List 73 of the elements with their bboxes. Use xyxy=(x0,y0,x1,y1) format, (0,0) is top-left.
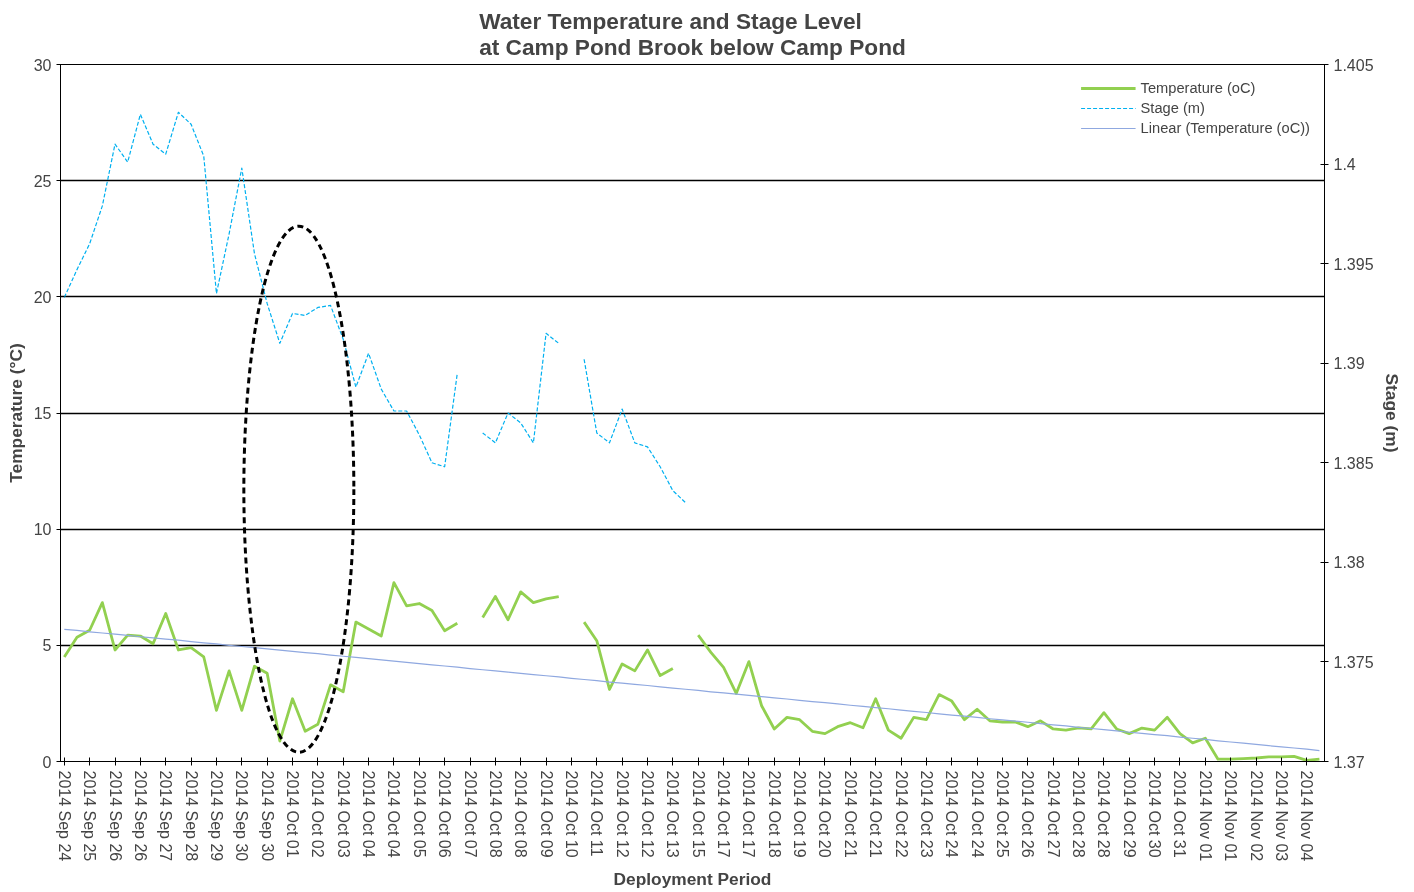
x-tick-label: 2014 Oct 06 xyxy=(436,770,454,858)
x-tick-label: 2014 Nov 01 xyxy=(1196,770,1214,862)
y-tick-label: 10 xyxy=(33,521,52,539)
y2-axis-title: Stage (m) xyxy=(1381,373,1402,453)
y-tick-label: 25 xyxy=(33,172,52,190)
y-tick-label: 30 xyxy=(33,56,52,74)
x-tick-label: 2014 Oct 19 xyxy=(791,770,809,858)
y2-tick-label: 1.37 xyxy=(1333,753,1365,771)
x-tick-label: 2014 Oct 25 xyxy=(993,770,1011,858)
x-tick-label: 2014 Sep 27 xyxy=(157,770,175,862)
x-tick-label: 2014 Oct 24 xyxy=(943,770,961,858)
x-tick-label: 2014 Oct 11 xyxy=(588,770,606,857)
x-tick-label: 2014 Oct 08 xyxy=(512,770,530,858)
x-tick-label: 2014 Oct 08 xyxy=(486,770,504,858)
x-tick-label: 2014 Nov 02 xyxy=(1247,770,1265,862)
x-tick-label: 2014 Sep 29 xyxy=(207,770,225,862)
y-axis-title: Temperature (°C) xyxy=(5,343,26,483)
x-tick-label: 2014 Oct 24 xyxy=(968,770,986,858)
x-tick-label: 2014 Oct 17 xyxy=(715,770,733,858)
x-tick-label: 2014 Oct 10 xyxy=(562,770,580,858)
x-tick-label: 2014 Nov 04 xyxy=(1298,770,1316,862)
line-series xyxy=(63,628,1321,752)
x-tick-label: 2014 Oct 30 xyxy=(1146,770,1164,858)
x-tick-label: 2014 Oct 03 xyxy=(334,770,352,858)
x-tick-label: 2014 Oct 01 xyxy=(284,770,302,858)
x-tick-label: 2014 Oct 22 xyxy=(892,770,910,858)
chart-title: Water Temperature and Stage Level at Camp Pond Brook below Camp Pond xyxy=(479,7,906,60)
x-tick-label: 2014 Oct 28 xyxy=(1070,770,1088,858)
y-tick-label: 20 xyxy=(33,288,52,306)
legend-label: Stage (m) xyxy=(1140,100,1205,116)
x-tick-label: 2014 Oct 21 xyxy=(867,770,885,858)
y2-tick-label: 1.4 xyxy=(1333,156,1356,174)
y-tick-label: 5 xyxy=(42,637,52,655)
y2-tick-label: 1.39 xyxy=(1333,355,1365,373)
legend-label: Temperature (oC) xyxy=(1140,80,1256,96)
x-tick-label: 2014 Oct 20 xyxy=(816,770,834,858)
x-tick-label: 2014 Oct 18 xyxy=(765,770,783,858)
x-tick-label: 2014 Oct 04 xyxy=(360,770,378,858)
y-tick-label: 0 xyxy=(42,753,52,771)
x-tick-label: 2014 Nov 03 xyxy=(1272,770,1290,862)
x-tick-label: 2014 Oct 15 xyxy=(689,770,707,858)
x-axis-title: Deployment Period xyxy=(613,869,772,890)
x-tick-label: 2014 Oct 29 xyxy=(1120,770,1138,858)
x-tick-label: 2014 Sep 25 xyxy=(81,770,99,862)
x-tick-label: 2014 Oct 07 xyxy=(461,770,479,858)
x-tick-label: 2014 Oct 31 xyxy=(1171,770,1189,858)
x-tick-label: 2014 Oct 27 xyxy=(1044,770,1062,858)
x-tick-label: 2014 Oct 02 xyxy=(309,770,327,858)
x-tick-label: 2014 Sep 28 xyxy=(182,770,200,862)
x-tick-label: 2014 Oct 12 xyxy=(613,770,631,858)
legend-label: Linear (Temperature (oC)) xyxy=(1140,120,1310,136)
x-tick-label: 2014 Oct 26 xyxy=(1019,770,1037,858)
x-tick-label: 2014 Oct 05 xyxy=(410,770,428,858)
y2-tick-label: 1.38 xyxy=(1333,554,1365,572)
x-tick-label: 2014 Oct 21 xyxy=(841,770,859,858)
x-tick-label: 2014 Sep 30 xyxy=(233,770,251,862)
x-tick-label: 2014 Oct 09 xyxy=(537,770,555,858)
x-tick-label: 2014 Sep 26 xyxy=(106,770,124,862)
x-tick-label: 2014 Sep 30 xyxy=(258,770,276,862)
x-tick-label: 2014 Sep 26 xyxy=(131,770,149,862)
y2-tick-label: 1.385 xyxy=(1333,454,1374,472)
x-tick-label: 2014 Sep 24 xyxy=(55,770,73,862)
x-tick-label: 2014 Oct 04 xyxy=(385,770,403,858)
x-tick-label: 2014 Oct 12 xyxy=(638,770,656,858)
x-tick-label: 2014 Nov 01 xyxy=(1222,770,1240,862)
y2-tick-label: 1.395 xyxy=(1333,255,1374,273)
x-tick-label: 2014 Oct 23 xyxy=(917,770,935,858)
x-tick-label: 2014 Oct 28 xyxy=(1095,770,1113,858)
x-tick-label: 2014 Oct 17 xyxy=(740,770,758,858)
y-tick-label: 15 xyxy=(33,405,52,422)
y2-tick-label: 1.405 xyxy=(1333,56,1374,74)
y2-tick-label: 1.375 xyxy=(1333,653,1374,671)
x-tick-label: 2014 Oct 13 xyxy=(664,770,682,858)
